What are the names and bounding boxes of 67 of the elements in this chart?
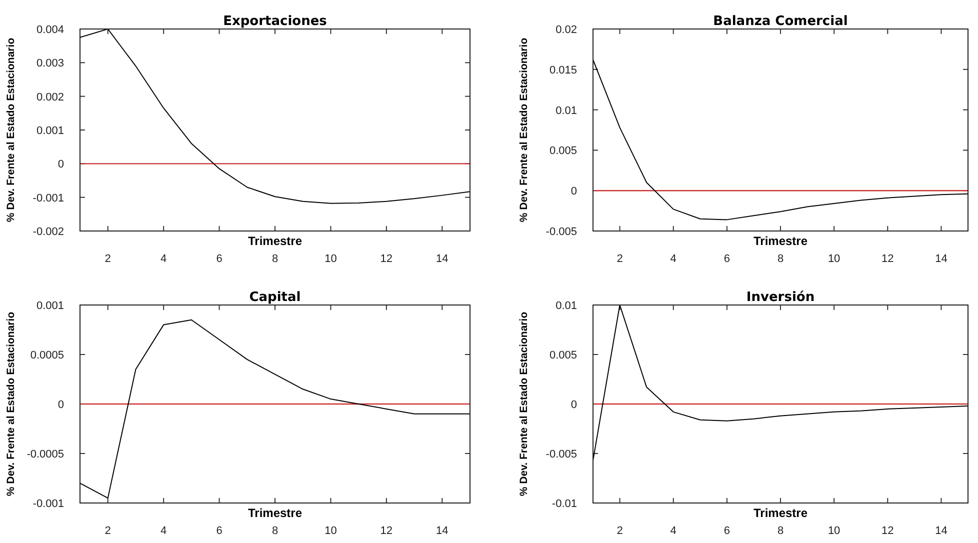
x-tick-label: 4 — [670, 525, 676, 537]
x-tick-label: 10 — [828, 253, 840, 265]
x-tick-label: 2 — [616, 525, 623, 537]
y-axis-title: % Dev. Frente al Estado Estacionario — [5, 312, 17, 496]
x-tick-label: 4 — [160, 253, 167, 265]
y-tick-label: -0.002 — [32, 226, 64, 238]
x-tick-label: 14 — [436, 525, 448, 537]
y-tick-label: 0.003 — [36, 58, 64, 70]
x-axis-title: Trimestre — [248, 234, 302, 248]
y-tick-label: 0 — [58, 158, 64, 171]
y-tick-label: -0.0005 — [26, 448, 64, 460]
x-axis-title: Trimestre — [753, 506, 808, 520]
x-tick-label: 6 — [724, 253, 730, 265]
y-tick-label: 0.005 — [549, 350, 577, 362]
x-tick-label: 10 — [828, 525, 840, 537]
x-tick-label: 12 — [882, 253, 894, 265]
x-tick-label: 8 — [272, 525, 278, 537]
x-axis-title: Trimestre — [753, 234, 808, 248]
y-tick-label: 0 — [570, 186, 577, 198]
x-tick-label: 12 — [380, 525, 393, 537]
x-tick-label: 14 — [935, 253, 948, 265]
y-tick-label: 0.004 — [36, 24, 64, 36]
y-tick-label: 0.01 — [556, 300, 577, 312]
chart-title: Balanza Comercial — [713, 14, 848, 29]
line-series — [593, 305, 968, 461]
x-tick-label: 2 — [104, 525, 111, 537]
x-tick-label: 4 — [670, 253, 676, 265]
y-tick-label: 0.02 — [556, 24, 577, 36]
y-tick-label: 0.0005 — [30, 350, 64, 362]
x-tick-label: 6 — [216, 525, 222, 537]
x-tick-label: 6 — [724, 525, 730, 537]
x-tick-label: 2 — [616, 253, 623, 265]
x-tick-label: 2 — [104, 253, 111, 265]
y-tick-label: 0.001 — [36, 300, 64, 312]
x-tick-label: 12 — [882, 525, 894, 537]
y-tick-label: -0.005 — [546, 226, 577, 238]
y-tick-label: -0.001 — [32, 498, 64, 510]
y-tick-label: -0.001 — [32, 192, 64, 204]
x-axis-title: Trimestre — [248, 506, 302, 520]
x-tick-label: 14 — [935, 525, 948, 537]
line-series — [80, 319, 470, 499]
x-tick-label: 8 — [777, 525, 784, 537]
y-axis-title: % Dev. Frente al Estado Estacionario — [518, 38, 530, 222]
x-tick-label: 8 — [777, 253, 784, 265]
y-tick-label: 0.001 — [36, 125, 64, 137]
chart-title: Exportaciones — [223, 14, 328, 29]
y-tick-label: 0.005 — [549, 145, 577, 158]
y-tick-label: 0 — [570, 399, 577, 411]
x-tick-label: 6 — [216, 253, 222, 265]
y-tick-label: -0.005 — [546, 448, 577, 460]
y-tick-label: 0.015 — [549, 64, 577, 76]
chart-title: Capital — [249, 290, 301, 305]
y-tick-label: 0.01 — [556, 104, 577, 117]
y-axis-title: % Dev. Frente al Estado Estacionario — [518, 312, 530, 496]
x-tick-label: 12 — [380, 253, 393, 265]
x-tick-label: 10 — [324, 525, 337, 537]
x-tick-label: 10 — [324, 253, 337, 265]
x-tick-label: 8 — [272, 253, 278, 265]
y-tick-label: 0.002 — [36, 91, 64, 104]
y-axis-title: % Dev. Frente al Estado Estacionario — [5, 38, 17, 222]
x-tick-label: 4 — [160, 525, 167, 537]
x-tick-label: 14 — [436, 253, 448, 265]
y-tick-label: 0 — [58, 399, 64, 411]
y-tick-label: -0.01 — [552, 498, 577, 510]
line-series — [593, 59, 968, 220]
chart-title: Inversión — [746, 290, 815, 305]
line-series — [80, 29, 470, 204]
